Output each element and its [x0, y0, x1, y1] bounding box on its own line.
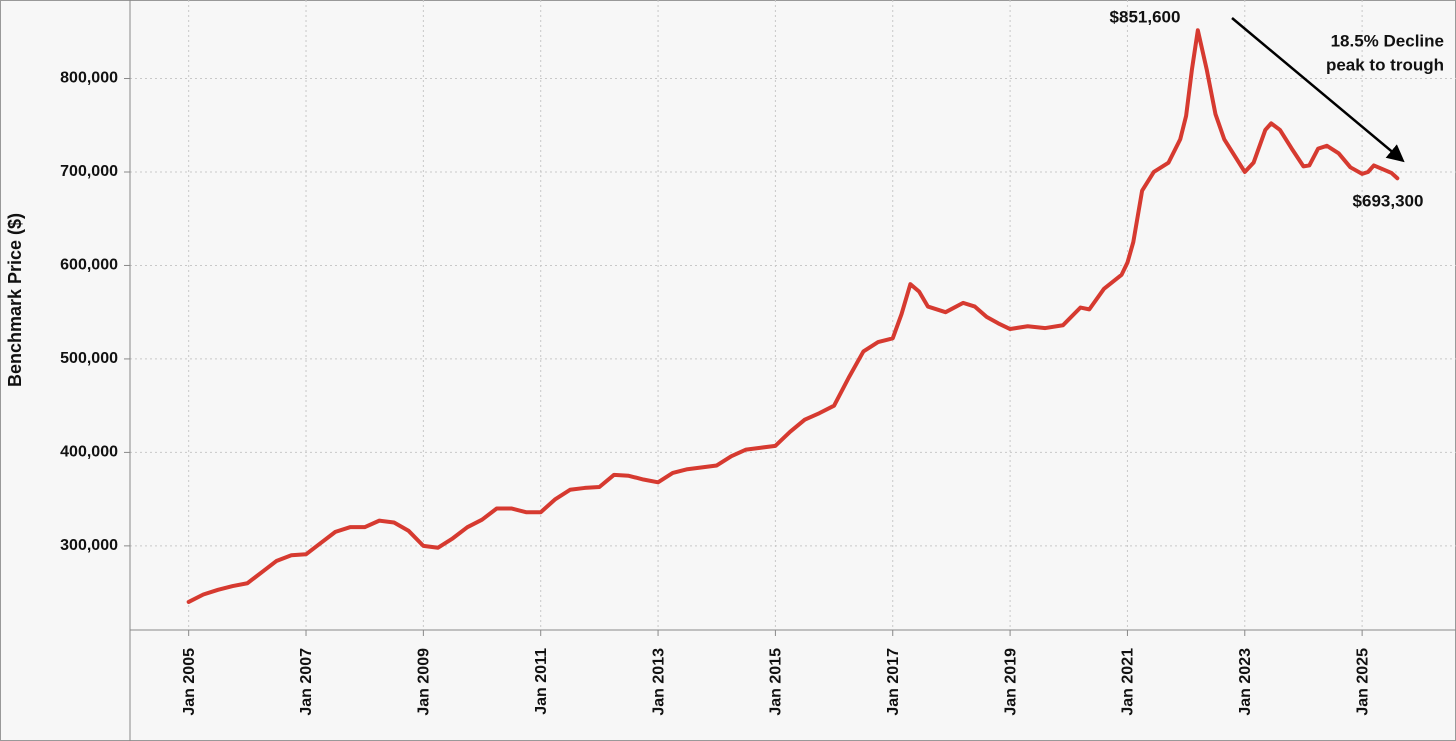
- x-tick-label: Jan 2021: [1120, 648, 1137, 716]
- y-tick-label: 400,000: [60, 444, 118, 461]
- x-tick-label: Jan 2011: [533, 648, 550, 715]
- y-tick-label: 600,000: [60, 257, 118, 274]
- y-tick-label: 300,000: [60, 537, 118, 554]
- trough-label: $693,300: [1353, 191, 1424, 210]
- decline-label: 18.5% Decline: [1331, 31, 1444, 50]
- y-tick-label: 500,000: [60, 350, 118, 367]
- y-tick-label: 700,000: [60, 163, 118, 180]
- grid: [130, 0, 1456, 630]
- x-tick-label: Jan 2005: [181, 648, 198, 716]
- x-tick-label: Jan 2009: [416, 648, 433, 716]
- price-line: [186, 28, 1400, 604]
- peak-label: $851,600: [1110, 7, 1181, 26]
- x-tick-label: Jan 2025: [1354, 648, 1371, 716]
- decline-arrow: [1231, 17, 1405, 163]
- x-tick-label: Jan 2019: [1002, 648, 1019, 716]
- y-tick-label: 800,000: [60, 70, 118, 87]
- y-axis-title: Benchmark Price ($): [5, 213, 25, 387]
- x-tick-label: Jan 2015: [768, 648, 785, 716]
- x-tick-label: Jan 2013: [650, 648, 667, 716]
- x-tick-label: Jan 2007: [298, 648, 315, 716]
- x-tick-label: Jan 2023: [1237, 648, 1254, 716]
- decline-label: peak to trough: [1326, 55, 1444, 74]
- x-tick-label: Jan 2017: [885, 648, 902, 716]
